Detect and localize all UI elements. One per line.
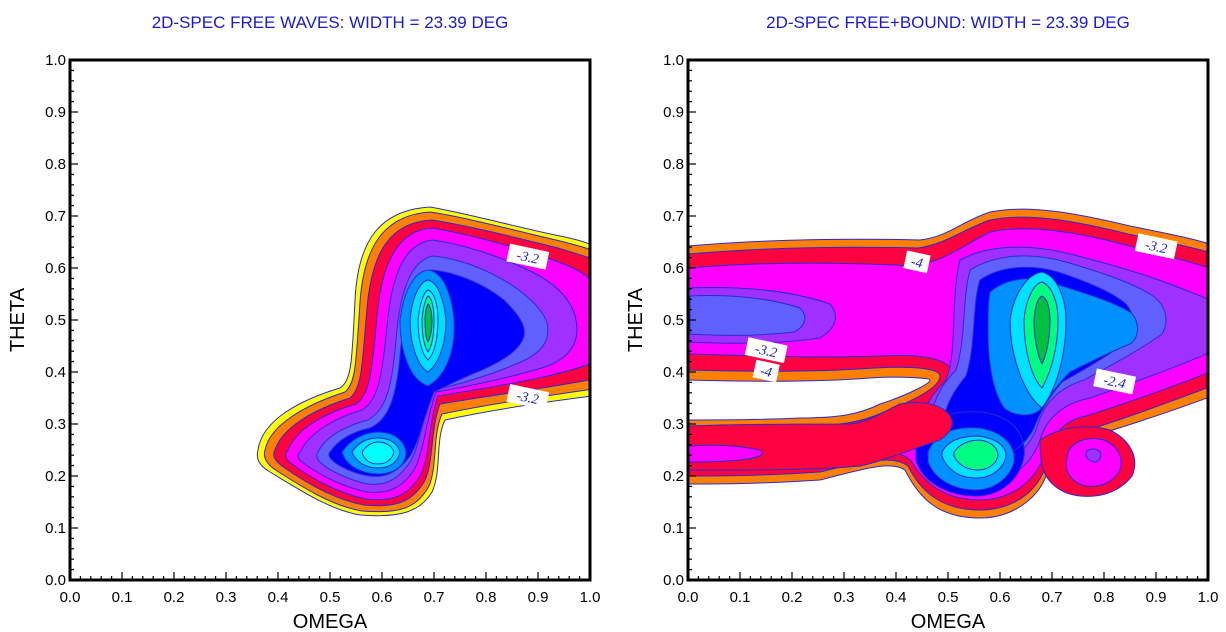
contour-label: -4 bbox=[752, 359, 780, 383]
x-tick-label: 0.2 bbox=[782, 589, 803, 606]
contour-level-lower-band-inner bbox=[688, 444, 763, 463]
chart-title: 2D-SPEC FREE WAVES: WIDTH = 23.39 DEG bbox=[152, 13, 509, 32]
y-tick-label: 0.5 bbox=[45, 312, 66, 329]
contour-level-green-deep bbox=[1033, 295, 1051, 366]
contour-level-green bbox=[953, 281, 1059, 471]
svg-text:-3.2: -3.2 bbox=[1143, 238, 1168, 257]
y-tick-label: 0.3 bbox=[663, 416, 684, 433]
contour-label: -4 bbox=[903, 250, 931, 274]
x-tick-label: 0.4 bbox=[886, 589, 907, 606]
svg-text:-2.4: -2.4 bbox=[1102, 373, 1127, 392]
svg-text:-3.2: -3.2 bbox=[515, 389, 540, 408]
x-tick-label: 0.9 bbox=[528, 589, 549, 606]
y-tick-label: 1.0 bbox=[45, 52, 66, 69]
contour-label: -3.2 bbox=[744, 337, 788, 364]
contour-level-small-peak-magenta bbox=[1065, 438, 1122, 487]
contour-level-green-deep bbox=[424, 303, 433, 344]
x-tick-label: 1.0 bbox=[580, 589, 601, 606]
axis-ticks: 0.0 0.1 0.2 0.3 0.4 0.5 0.6 0.7 0.8 0.9 1.0 0.0 0.1 0… bbox=[45, 52, 600, 606]
contour-labels: -4 -3.2 -3.2 -4 -2.4 bbox=[744, 233, 1178, 395]
x-tick-label: 0.2 bbox=[164, 589, 185, 606]
x-tick-label: 0.1 bbox=[112, 589, 133, 606]
panel-free-bound: 2D-SPEC FREE+BOUND: WIDTH = 23.39 DEG -4… bbox=[625, 13, 1218, 632]
contour-level-cyan-bright bbox=[361, 289, 439, 465]
y-tick-label: 0.3 bbox=[45, 416, 66, 433]
x-tick-label: 0.0 bbox=[678, 589, 699, 606]
x-tick-label: 0.5 bbox=[938, 589, 959, 606]
chart-title: 2D-SPEC FREE+BOUND: WIDTH = 23.39 DEG bbox=[766, 13, 1130, 32]
contour-level-small-peak-violet bbox=[1085, 448, 1102, 463]
y-tick-label: 0.1 bbox=[45, 520, 66, 537]
x-tick-label: 0.4 bbox=[268, 589, 289, 606]
y-tick-label: 0.2 bbox=[663, 468, 684, 485]
y-tick-label: 0.7 bbox=[663, 208, 684, 225]
y-tick-label: 0.6 bbox=[45, 260, 66, 277]
y-tick-label: 0.2 bbox=[45, 468, 66, 485]
x-tick-label: 0.6 bbox=[990, 589, 1011, 606]
y-tick-label: 0.5 bbox=[663, 312, 684, 329]
x-tick-label: 0.7 bbox=[424, 589, 445, 606]
y-tick-label: 0.9 bbox=[45, 104, 66, 121]
x-tick-label: 0.1 bbox=[730, 589, 751, 606]
svg-text:-3.2: -3.2 bbox=[515, 248, 540, 267]
svg-text:-4: -4 bbox=[909, 255, 924, 272]
svg-text:-4: -4 bbox=[759, 364, 774, 381]
x-tick-label: 0.8 bbox=[476, 589, 497, 606]
x-tick-label: 0.0 bbox=[60, 589, 81, 606]
y-tick-label: 0.0 bbox=[45, 572, 66, 589]
y-tick-label: 0.8 bbox=[663, 156, 684, 173]
contour-label: -2.4 bbox=[1093, 368, 1137, 395]
x-tick-label: 0.6 bbox=[372, 589, 393, 606]
contour-label: -3.2 bbox=[506, 384, 550, 410]
y-tick-label: 0.7 bbox=[45, 208, 66, 225]
y-tick-label: 0.4 bbox=[663, 364, 684, 381]
contour-fill bbox=[256, 206, 590, 517]
y-tick-label: 0.1 bbox=[663, 520, 684, 537]
panel-free-waves: 2D-SPEC FREE WAVES: WIDTH = 23.39 DEG -3… bbox=[7, 13, 600, 632]
x-tick-label: 0.9 bbox=[1146, 589, 1167, 606]
x-axis-label: OMEGA bbox=[911, 611, 986, 632]
y-tick-label: 0.4 bbox=[45, 364, 66, 381]
x-tick-label: 0.5 bbox=[320, 589, 341, 606]
contour-label: -3.2 bbox=[506, 243, 550, 270]
axis-ticks: 0.0 0.1 0.2 0.3 0.4 0.5 0.6 0.7 0.8 0.9 1.0 0.0 0.1 0… bbox=[663, 52, 1218, 606]
x-tick-label: 0.3 bbox=[216, 589, 237, 606]
svg-text:-3.2: -3.2 bbox=[753, 342, 778, 361]
y-tick-label: 0.6 bbox=[663, 260, 684, 277]
y-axis-label: THETA bbox=[625, 287, 647, 352]
contour-labels: -3.2 -3.2 bbox=[506, 243, 550, 410]
y-tick-label: 1.0 bbox=[663, 52, 684, 69]
y-axis-label: THETA bbox=[7, 287, 29, 352]
x-axis-label: OMEGA bbox=[293, 611, 368, 632]
contour-fill bbox=[688, 208, 1208, 519]
y-tick-label: 0.9 bbox=[663, 104, 684, 121]
x-tick-label: 1.0 bbox=[1198, 589, 1219, 606]
x-tick-label: 0.7 bbox=[1042, 589, 1063, 606]
x-tick-label: 0.8 bbox=[1094, 589, 1115, 606]
contour-label: -3.2 bbox=[1134, 233, 1178, 260]
y-tick-label: 0.8 bbox=[45, 156, 66, 173]
y-tick-label: 0.0 bbox=[663, 572, 684, 589]
x-tick-label: 0.3 bbox=[834, 589, 855, 606]
